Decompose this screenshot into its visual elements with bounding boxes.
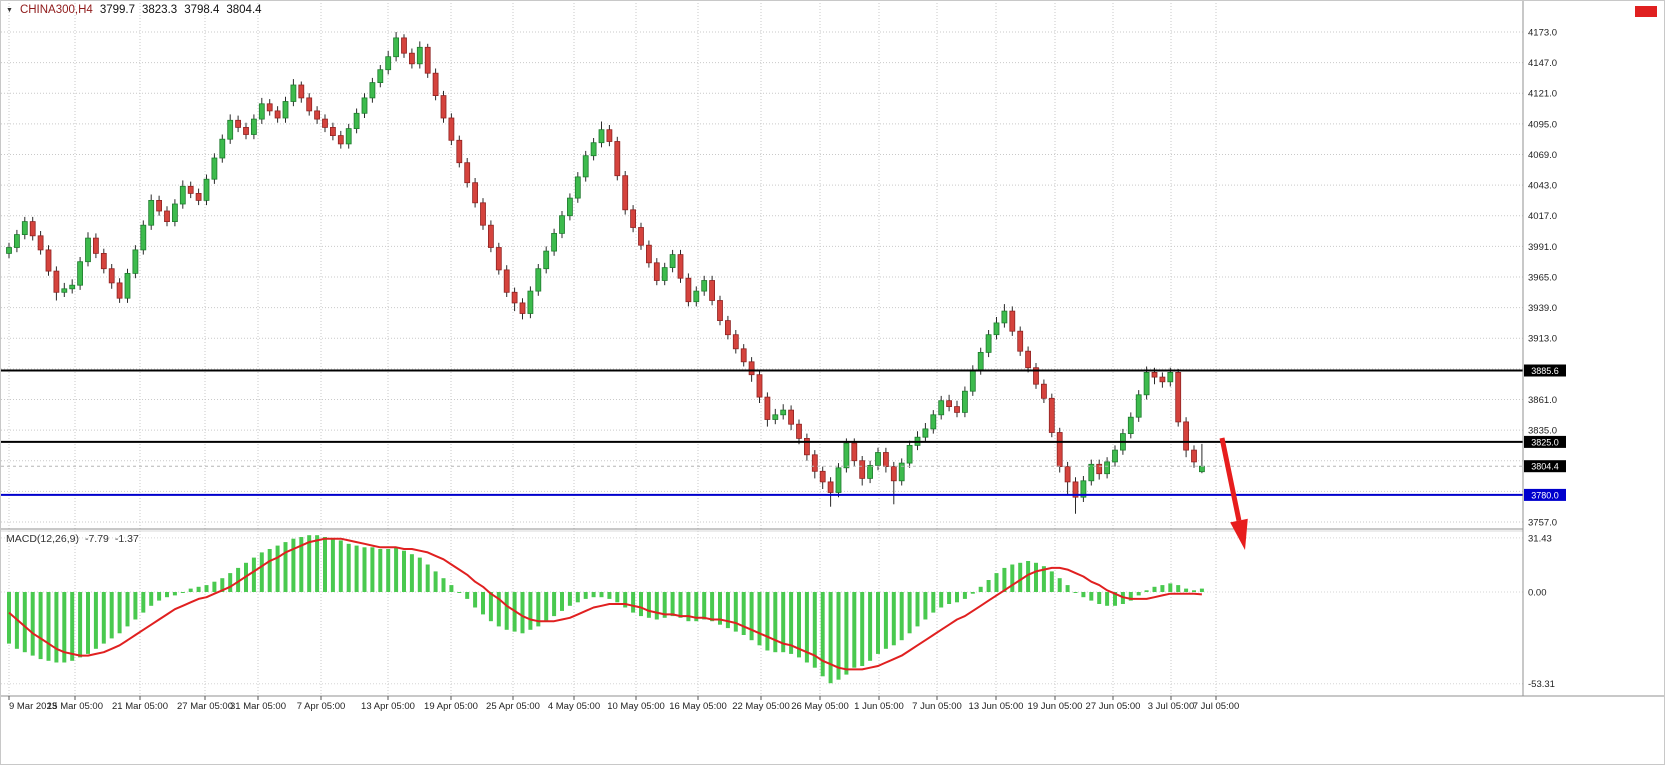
svg-text:7 Jun 05:00: 7 Jun 05:00 bbox=[912, 701, 962, 712]
panel-divider[interactable] bbox=[1, 1, 1665, 697]
svg-text:3885.6: 3885.6 bbox=[1531, 366, 1559, 376]
svg-text:4 May 05:00: 4 May 05:00 bbox=[548, 701, 600, 712]
macd-name: MACD(12,26,9) bbox=[6, 533, 79, 545]
svg-text:3780.0: 3780.0 bbox=[1531, 490, 1559, 500]
svg-text:4121.0: 4121.0 bbox=[1528, 89, 1557, 100]
svg-text:4173.0: 4173.0 bbox=[1528, 28, 1557, 39]
svg-text:10 May 05:00: 10 May 05:00 bbox=[607, 701, 665, 712]
symbol-dropdown-icon[interactable]: ▼ bbox=[6, 6, 13, 14]
svg-text:4069.0: 4069.0 bbox=[1528, 150, 1557, 161]
svg-text:4043.0: 4043.0 bbox=[1528, 181, 1557, 192]
grid-layer bbox=[1, 3, 1523, 696]
svg-text:19 Jun 05:00: 19 Jun 05:00 bbox=[1028, 701, 1083, 712]
svg-text:31.43: 31.43 bbox=[1528, 533, 1552, 544]
svg-text:-53.31: -53.31 bbox=[1528, 679, 1555, 690]
svg-text:7 Apr 05:00: 7 Apr 05:00 bbox=[297, 701, 346, 712]
close-value: 3804.4 bbox=[226, 4, 262, 16]
svg-text:15 Mar 05:00: 15 Mar 05:00 bbox=[47, 701, 103, 712]
svg-text:13 Apr 05:00: 13 Apr 05:00 bbox=[361, 701, 415, 712]
price-badges: 3885.6 3825.0 3780.0 3804.4 bbox=[1524, 364, 1566, 501]
svg-text:3965.0: 3965.0 bbox=[1528, 273, 1557, 284]
svg-text:27 Mar 05:00: 27 Mar 05:00 bbox=[177, 701, 233, 712]
svg-text:3835.0: 3835.0 bbox=[1528, 426, 1557, 437]
svg-text:31 Mar 05:00: 31 Mar 05:00 bbox=[230, 701, 286, 712]
price-axis[interactable]: 4173.0 4147.0 4121.0 4095.0 4069.0 4043.0 4017… bbox=[1528, 28, 1557, 529]
svg-text:3825.0: 3825.0 bbox=[1531, 437, 1559, 447]
svg-text:3804.4: 3804.4 bbox=[1531, 462, 1559, 472]
high-value: 3823.3 bbox=[142, 4, 178, 16]
level-lines-layer[interactable] bbox=[1, 369, 1523, 496]
trend-arrow-annotation[interactable] bbox=[1219, 437, 1248, 550]
svg-text:3913.0: 3913.0 bbox=[1528, 334, 1557, 345]
symbol-label: CHINA300,H4 bbox=[19, 4, 93, 16]
svg-text:16 May 05:00: 16 May 05:00 bbox=[669, 701, 727, 712]
svg-text:25 Apr 05:00: 25 Apr 05:00 bbox=[486, 701, 540, 712]
macd-main-value: -7.79 bbox=[84, 533, 109, 545]
low-value: 3798.4 bbox=[184, 4, 220, 16]
svg-text:3939.0: 3939.0 bbox=[1528, 303, 1557, 314]
svg-text:3757.0: 3757.0 bbox=[1528, 518, 1557, 529]
close-button[interactable] bbox=[1635, 6, 1657, 17]
svg-text:13 Jun 05:00: 13 Jun 05:00 bbox=[969, 701, 1024, 712]
macd-axis[interactable]: 31.43 0.00 -53.31 bbox=[1528, 533, 1555, 690]
svg-text:27 Jun 05:00: 27 Jun 05:00 bbox=[1086, 701, 1141, 712]
svg-text:19 Apr 05:00: 19 Apr 05:00 bbox=[424, 701, 478, 712]
svg-text:4017.0: 4017.0 bbox=[1528, 211, 1557, 222]
svg-text:4147.0: 4147.0 bbox=[1528, 58, 1557, 69]
svg-text:7 Jul 05:00: 7 Jul 05:00 bbox=[1193, 701, 1239, 712]
svg-text:3 Jul 05:00: 3 Jul 05:00 bbox=[1148, 701, 1194, 712]
open-value: 3799.7 bbox=[99, 4, 135, 16]
svg-text:26 May 05:00: 26 May 05:00 bbox=[791, 701, 849, 712]
chart-ohlc-label: ▼ CHINA300,H4 3799.7 3823.3 3798.4 3804.… bbox=[6, 4, 262, 16]
macd-histogram bbox=[7, 535, 1204, 684]
svg-text:21 Mar 05:00: 21 Mar 05:00 bbox=[112, 701, 168, 712]
svg-text:9 Mar 2023: 9 Mar 2023 bbox=[9, 701, 57, 712]
svg-text:22 May 05:00: 22 May 05:00 bbox=[732, 701, 790, 712]
macd-signal-line bbox=[8, 537, 1202, 671]
svg-text:3861.0: 3861.0 bbox=[1528, 395, 1557, 406]
macd-signal-value: -1.37 bbox=[114, 533, 139, 545]
candles-layer bbox=[6, 32, 1205, 514]
svg-text:3991.0: 3991.0 bbox=[1528, 242, 1557, 253]
svg-text:1 Jun 05:00: 1 Jun 05:00 bbox=[854, 701, 904, 712]
macd-label: MACD(12,26,9) -7.79 -1.37 bbox=[6, 533, 139, 545]
svg-text:4095.0: 4095.0 bbox=[1528, 119, 1557, 130]
svg-text:0.00: 0.00 bbox=[1528, 588, 1547, 599]
